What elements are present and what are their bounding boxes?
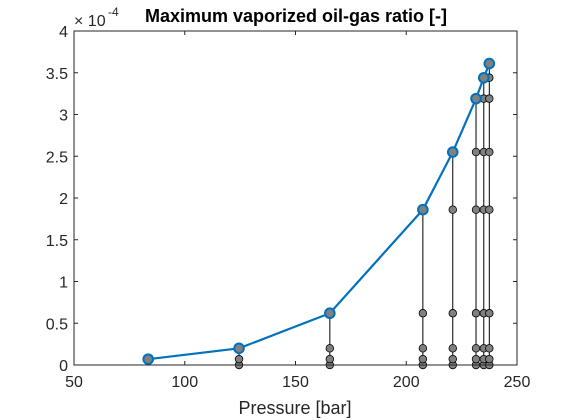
branch-point [448, 344, 457, 353]
branch-point [485, 344, 494, 353]
branch-point [471, 309, 481, 318]
y-exponent-label: × 10 -4 [74, 5, 119, 30]
chart-title: Maximum vaporized oil-gas ratio [-] [145, 6, 447, 26]
y-tick-label: 1 [59, 275, 68, 292]
y-exponent-base: × 10 [74, 13, 106, 30]
y-tick-label: 3 [59, 108, 68, 125]
x-tick-label: 150 [282, 374, 309, 391]
branch-point [448, 309, 457, 318]
series-point [324, 307, 336, 320]
branch-point [485, 354, 494, 364]
series-point [470, 92, 482, 105]
branch-point [485, 147, 494, 157]
branch-point [485, 94, 494, 103]
branch-point [485, 309, 494, 318]
x-tick-label: 100 [171, 374, 198, 391]
y-tick-label: 0.5 [46, 316, 68, 333]
y-tick-label: 2.5 [46, 149, 68, 166]
branch-point [418, 354, 428, 364]
series-point [233, 342, 245, 355]
branch-point [471, 147, 481, 157]
x-tick-label: 200 [393, 374, 420, 391]
series-point [477, 71, 490, 84]
series-point [483, 57, 496, 70]
series-point [446, 146, 459, 158]
branch-point [418, 344, 428, 353]
y-exponent-power: -4 [108, 5, 119, 19]
series-line [148, 63, 491, 361]
branch-point [325, 344, 335, 353]
branch-point [471, 205, 481, 214]
branch-point [485, 205, 494, 214]
branch-point [471, 354, 481, 364]
branch-point [448, 354, 457, 364]
axes: 50 100 150 200 250 0 0.5 1 1.5 2 2.5 3 3.5 4 [46, 24, 531, 391]
plot-area [142, 57, 496, 370]
y-tick-label: 2 [59, 191, 68, 208]
branch-point [325, 354, 335, 364]
series-point [417, 203, 429, 216]
series-point [142, 353, 155, 365]
branch-point [448, 205, 457, 214]
x-tick-label: 50 [65, 374, 83, 391]
branch-point [418, 309, 428, 318]
y-tick-label: 0 [59, 358, 68, 375]
branch-point [234, 354, 244, 364]
y-tick-label: 1.5 [46, 233, 68, 250]
x-tick-label: 250 [504, 374, 531, 391]
branch-point [471, 344, 481, 353]
x-axis-label: Pressure [bar] [238, 398, 351, 418]
y-tick-label: 4 [59, 24, 68, 41]
y-tick-label: 3.5 [46, 66, 68, 83]
